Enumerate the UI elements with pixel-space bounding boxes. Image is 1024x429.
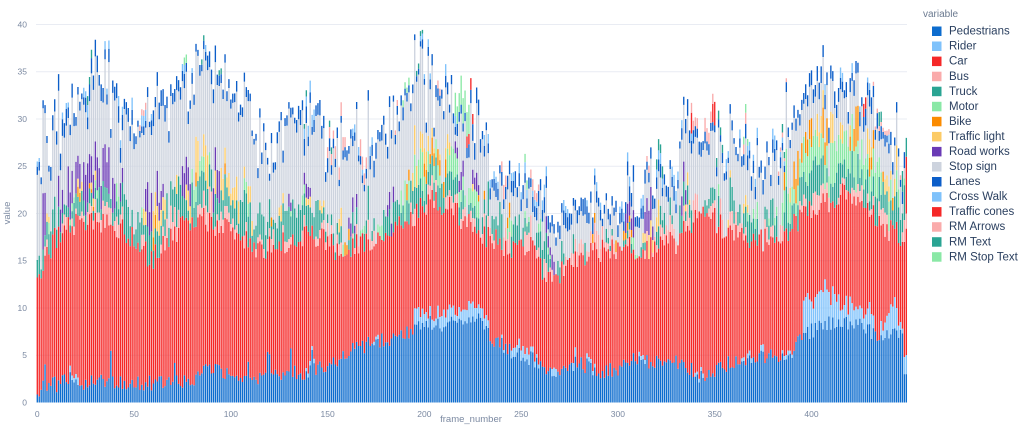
- svg-text:Road works: Road works: [949, 146, 1010, 158]
- svg-text:Car: Car: [949, 56, 968, 68]
- svg-text:100: 100: [224, 409, 238, 419]
- svg-text:RM Arrows: RM Arrows: [949, 221, 1005, 233]
- svg-text:Motor: Motor: [949, 101, 979, 113]
- svg-text:250: 250: [514, 409, 528, 419]
- svg-text:Rider: Rider: [949, 41, 977, 53]
- svg-text:50: 50: [129, 409, 139, 419]
- svg-text:150: 150: [321, 409, 335, 419]
- svg-text:value: value: [2, 202, 13, 225]
- svg-text:400: 400: [804, 409, 818, 419]
- svg-text:0: 0: [22, 397, 27, 407]
- svg-text:Traffic light: Traffic light: [949, 131, 1005, 143]
- svg-text:15: 15: [18, 256, 28, 266]
- svg-text:0: 0: [35, 409, 40, 419]
- svg-text:40: 40: [18, 19, 28, 29]
- svg-text:300: 300: [611, 409, 625, 419]
- svg-text:Pedestrians: Pedestrians: [949, 26, 1010, 38]
- svg-text:RM Stop Text: RM Stop Text: [949, 251, 1019, 263]
- svg-text:Bike: Bike: [949, 116, 971, 128]
- svg-text:Cross Walk: Cross Walk: [949, 191, 1008, 203]
- svg-text:10: 10: [18, 303, 28, 313]
- svg-text:350: 350: [708, 409, 722, 419]
- svg-text:25: 25: [18, 161, 28, 171]
- svg-text:Bus: Bus: [949, 71, 969, 83]
- svg-text:Truck: Truck: [949, 86, 978, 98]
- svg-text:frame_number: frame_number: [440, 414, 502, 425]
- svg-text:Stop sign: Stop sign: [949, 161, 997, 173]
- svg-text:200: 200: [417, 409, 431, 419]
- svg-text:RM Text: RM Text: [949, 236, 992, 248]
- svg-text:Traffic cones: Traffic cones: [949, 206, 1014, 218]
- svg-text:30: 30: [18, 114, 28, 124]
- svg-text:20: 20: [18, 208, 28, 218]
- svg-text:Lanes: Lanes: [949, 176, 981, 188]
- svg-text:variable: variable: [923, 9, 958, 20]
- svg-text:5: 5: [22, 350, 27, 360]
- svg-text:35: 35: [18, 67, 28, 77]
